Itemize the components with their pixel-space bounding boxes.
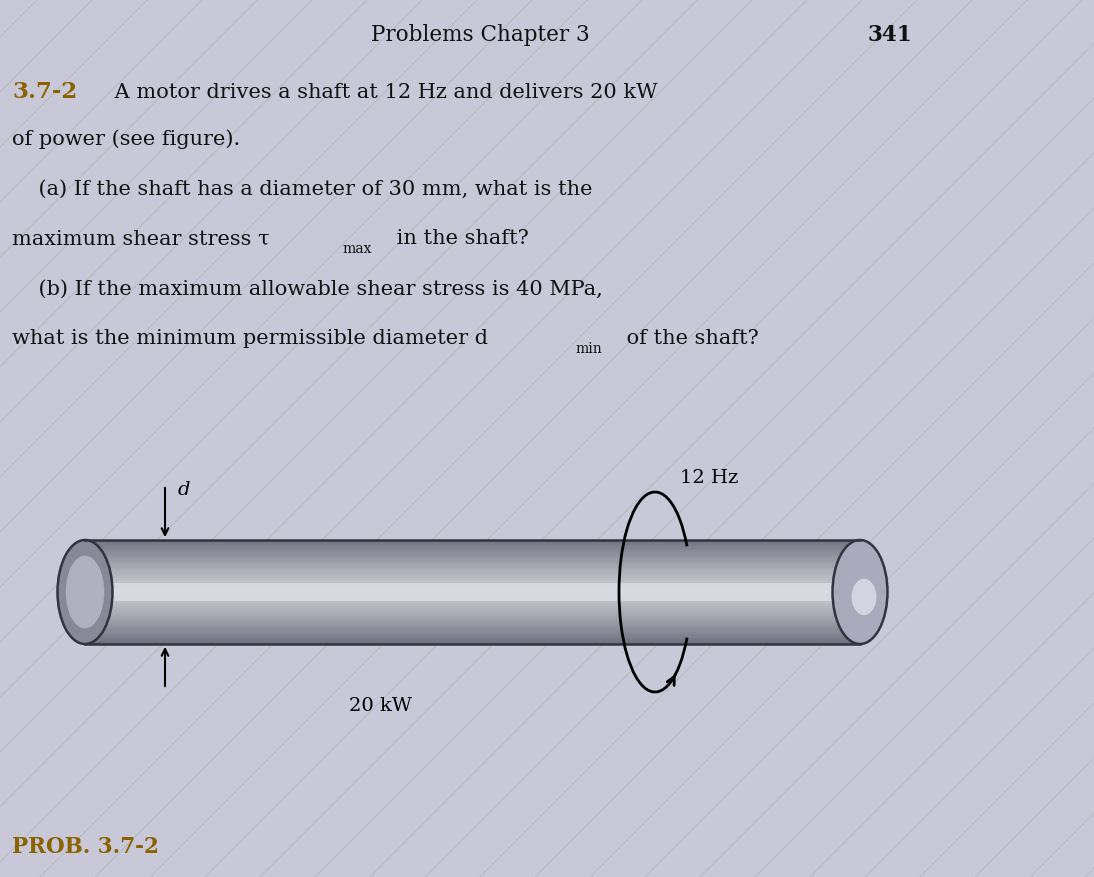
Text: PROB. 3.7-2: PROB. 3.7-2 (12, 836, 159, 858)
Bar (85, 578, 860, 580)
Bar (85, 611, 860, 613)
Bar (85, 569, 860, 571)
Bar (85, 560, 860, 562)
Bar (85, 553, 860, 554)
Bar (85, 625, 860, 627)
Text: of power (see figure).: of power (see figure). (12, 129, 241, 149)
Bar (85, 551, 860, 553)
Bar (85, 622, 860, 624)
Bar (85, 580, 860, 581)
Bar (85, 594, 860, 595)
Bar (85, 606, 860, 608)
Text: A motor drives a shaft at 12 Hz and delivers 20 kW: A motor drives a shaft at 12 Hz and deli… (108, 82, 657, 102)
Bar (85, 547, 860, 549)
Bar (85, 635, 860, 637)
Bar (85, 564, 860, 566)
Bar (85, 540, 860, 542)
Bar (85, 613, 860, 615)
Bar (85, 624, 860, 625)
Text: in the shaft?: in the shaft? (389, 230, 528, 248)
Bar (85, 642, 860, 644)
Ellipse shape (58, 540, 113, 644)
Bar (85, 615, 860, 617)
Bar (85, 617, 860, 618)
Bar (85, 549, 860, 551)
Text: maximum shear stress τ: maximum shear stress τ (12, 230, 269, 248)
Bar (85, 604, 860, 606)
Text: Problems Chapter 3: Problems Chapter 3 (371, 24, 590, 46)
Bar (85, 602, 860, 604)
Text: what is the minimum permissible diameter d: what is the minimum permissible diameter… (12, 330, 488, 348)
Bar (85, 597, 860, 599)
Bar (85, 631, 860, 633)
Bar (85, 633, 860, 635)
Bar (85, 590, 860, 592)
Ellipse shape (66, 556, 104, 629)
Text: min: min (575, 342, 602, 356)
Bar (85, 620, 860, 622)
Bar (85, 566, 860, 567)
Bar (85, 544, 860, 545)
Bar (85, 640, 860, 642)
Bar (85, 629, 860, 631)
Bar (85, 610, 860, 611)
Bar (85, 618, 860, 620)
Bar (85, 554, 860, 556)
Bar (85, 567, 860, 569)
Bar (85, 562, 860, 564)
Bar (85, 542, 860, 544)
Bar (85, 627, 860, 629)
Text: 3.7-2: 3.7-2 (12, 81, 78, 103)
Bar (85, 556, 860, 557)
Bar (85, 585, 860, 587)
Text: 341: 341 (868, 24, 912, 46)
Bar (85, 601, 860, 602)
Text: (a) If the shaft has a diameter of 30 mm, what is the: (a) If the shaft has a diameter of 30 mm… (12, 180, 593, 198)
Bar (85, 592, 860, 594)
Bar (85, 608, 860, 610)
Text: (b) If the maximum allowable shear stress is 40 MPa,: (b) If the maximum allowable shear stres… (12, 280, 603, 298)
Text: d: d (178, 481, 190, 499)
Bar (85, 637, 860, 638)
Bar (85, 574, 860, 576)
Bar (85, 581, 860, 583)
Text: 12 Hz: 12 Hz (680, 469, 738, 487)
Text: of the shaft?: of the shaft? (620, 330, 759, 348)
Bar (85, 557, 860, 559)
Bar (85, 588, 860, 590)
Bar (85, 545, 860, 547)
Text: max: max (342, 242, 372, 256)
Bar (85, 559, 860, 560)
Ellipse shape (851, 579, 876, 615)
Bar (85, 599, 860, 601)
Bar (85, 595, 860, 597)
Ellipse shape (833, 540, 887, 644)
Bar (85, 573, 860, 574)
Bar (85, 583, 860, 585)
Bar (85, 540, 860, 644)
Bar (85, 576, 860, 578)
Bar (85, 587, 860, 588)
Bar (85, 571, 860, 573)
Bar (85, 582, 860, 602)
Bar (85, 638, 860, 640)
Text: 20 kW: 20 kW (349, 697, 411, 715)
